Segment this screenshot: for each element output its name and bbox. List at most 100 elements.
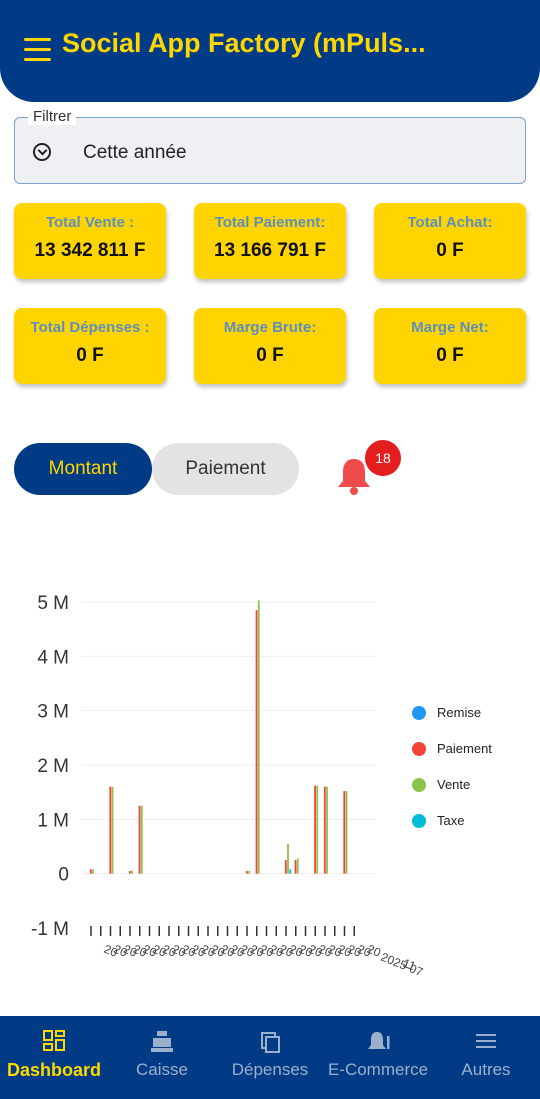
legend-label: Remise <box>437 705 482 720</box>
bar-paiement <box>343 791 346 874</box>
x-tick-label: 20 <box>365 942 383 960</box>
x-tick-label: 11 <box>401 956 418 974</box>
legend-dot-icon <box>412 742 426 756</box>
bar-paiement <box>89 869 92 874</box>
legend-label: Vente <box>437 777 471 792</box>
x-tick-label: 20 <box>287 942 305 960</box>
bar-vente <box>140 805 143 874</box>
card-total-depenses: Total Dépenses : 0 F <box>14 308 166 384</box>
nav-ecommerce[interactable]: E-Commerce <box>324 1016 432 1099</box>
x-tick-label: 20 <box>316 942 334 960</box>
card-label: Marge Brute: <box>223 319 317 336</box>
y-tick-label: 0 <box>58 865 69 886</box>
bar-vente <box>296 858 299 874</box>
x-tick-label: 20 <box>131 942 149 960</box>
card-total-achat: Total Achat: 0 F <box>374 203 526 279</box>
toggle-paiement[interactable]: Paiement <box>152 443 299 495</box>
x-tick-label: 20 <box>268 942 286 960</box>
chevron-down-icon[interactable] <box>33 143 51 161</box>
legend-dot-icon <box>412 778 426 792</box>
nav-caisse[interactable]: Caisse <box>108 1016 216 1099</box>
card-value: 0 F <box>436 240 464 261</box>
bar-vente <box>257 600 260 874</box>
bar-paiement <box>255 610 258 874</box>
x-tick-label: 20 <box>326 942 344 960</box>
y-tick-label: 2 M <box>37 756 69 777</box>
filter-dropdown[interactable] <box>14 117 526 184</box>
x-tick-label: 20 <box>258 942 276 960</box>
card-value: 13 342 811 F <box>34 240 146 261</box>
y-tick-label: 5 M <box>37 593 69 614</box>
bar-taxe <box>289 869 292 874</box>
bar-chart: 5 M4 M3 M2 M1 M0-1 M20202020202020202020… <box>31 593 425 979</box>
bar-paiement <box>314 785 316 874</box>
x-tick-label: 20 <box>199 942 217 960</box>
x-tick-label: 20 <box>180 942 198 960</box>
card-label: Total Dépenses : <box>30 319 150 336</box>
card-value: 13 166 791 F <box>214 240 326 261</box>
nav-label: E-Commerce <box>327 1060 429 1079</box>
card-marge-brute: Marge Brute: 0 F <box>194 308 346 384</box>
card-label: Marge Net: <box>411 319 489 336</box>
nav-dashboard[interactable]: Dashboard <box>0 1016 108 1099</box>
x-tick-label: 20 <box>355 942 373 960</box>
x-tick-label: 20 <box>190 942 208 960</box>
nav-label: Autres <box>461 1060 511 1079</box>
nav-label: Caisse <box>136 1060 188 1079</box>
bar-paiement <box>109 786 112 874</box>
bar-vente <box>111 786 114 874</box>
legend-dot-icon <box>412 706 426 720</box>
bar-paiement <box>128 870 131 874</box>
x-tick-label: 20 <box>219 942 237 960</box>
bar-vente <box>248 870 250 874</box>
y-tick-label: 1 M <box>37 810 69 831</box>
filter-value[interactable]: Cette année <box>83 142 187 163</box>
card-value: 0 F <box>436 345 464 366</box>
bar-paiement <box>245 870 248 874</box>
menu-icon[interactable] <box>24 38 51 61</box>
card-value: 0 F <box>76 345 104 366</box>
legend-dot-icon <box>412 814 426 828</box>
x-tick-label: 20 <box>277 942 295 960</box>
card-total-vente: Total Vente : 13 342 811 F <box>14 203 166 279</box>
menu-icon <box>476 1034 496 1048</box>
x-tick-label: 20 <box>141 942 159 960</box>
bar-vente <box>345 791 348 874</box>
bar-vente <box>316 785 319 874</box>
dashboard-icon <box>43 1030 65 1051</box>
x-tick-label: 20 <box>336 942 354 960</box>
x-tick-label: 20 <box>121 942 139 960</box>
bar-vente <box>287 843 289 874</box>
bar-vente <box>131 870 133 874</box>
bar-paiement <box>323 786 326 874</box>
card-value: 0 F <box>256 345 284 366</box>
card-label: Total Vente : <box>45 214 135 231</box>
bar-paiement <box>138 805 141 874</box>
bar-vente <box>326 786 328 874</box>
x-tick-label: 20 <box>297 942 315 960</box>
expenses-icon <box>261 1032 280 1053</box>
y-tick-label: -1 M <box>31 919 69 940</box>
y-tick-label: 3 M <box>37 702 69 723</box>
app-header: Social App Factory (mPuls... <box>0 0 540 102</box>
x-tick-label: 20 <box>170 942 188 960</box>
x-tick-label: 20 <box>229 942 247 960</box>
nav-depenses[interactable]: Dépenses <box>216 1016 324 1099</box>
bar-vente <box>92 869 94 874</box>
filter-label: Filtrer <box>28 108 77 125</box>
x-tick-label: 20 <box>151 942 169 960</box>
legend-label: Paiement <box>437 741 492 756</box>
nav-label: Dashboard <box>6 1060 102 1080</box>
nav-autres[interactable]: Autres <box>432 1016 540 1099</box>
card-label: Total Achat: <box>407 214 493 231</box>
x-tick-label: 20 <box>102 942 120 960</box>
x-tick-label: 20 <box>160 942 178 960</box>
app-title: Social App Factory (mPuls... <box>62 28 426 58</box>
notification-bell-icon[interactable] <box>334 456 374 496</box>
toggle-montant[interactable]: Montant <box>14 443 152 495</box>
nav-label: Dépenses <box>231 1060 309 1079</box>
x-tick-label: 20 <box>238 942 256 960</box>
legend-label: Taxe <box>437 813 465 828</box>
y-tick-label: 4 M <box>37 647 69 668</box>
bar-paiement <box>294 860 297 874</box>
